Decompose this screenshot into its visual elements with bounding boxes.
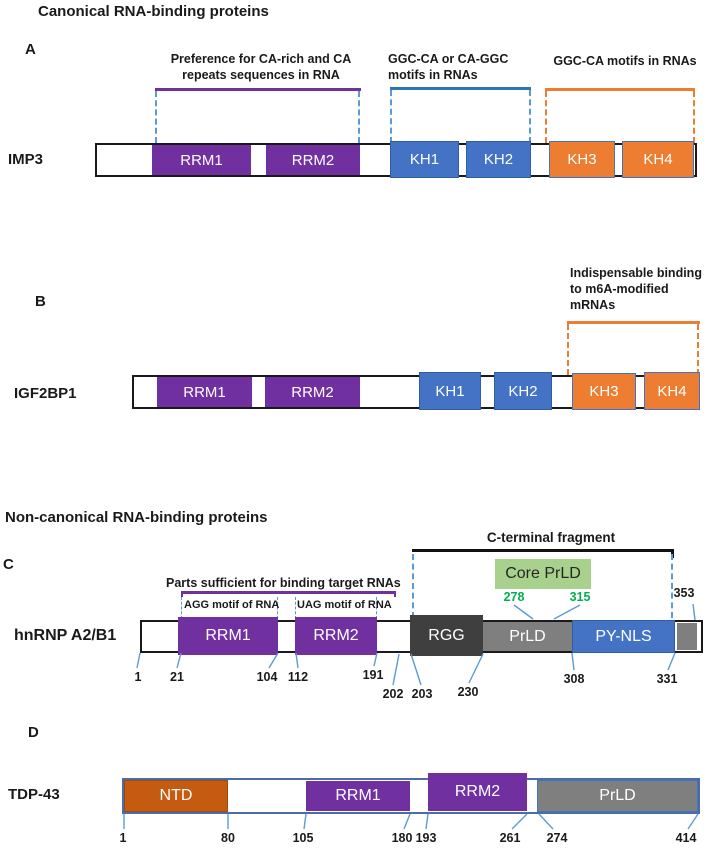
protein-label-tdp43: TDP-43	[8, 786, 60, 803]
annotation-agg-motif: AGG motif of RNA	[184, 599, 280, 611]
dashed-line	[181, 597, 182, 619]
core-prld-box: Core PrLD	[495, 559, 591, 589]
annotation-uag-motif: UAG motif of RNA	[297, 599, 392, 611]
domain-hnrnp-rrm2: RRM2	[295, 617, 377, 655]
bracket-orange-kh34	[545, 88, 695, 91]
bracket-black-tick	[671, 549, 674, 558]
bracket-blue-kh12	[390, 87, 531, 90]
annotation-ca-preference-line1: Preference for CA-rich and CA	[170, 52, 352, 66]
annotation-ggc-ca-or: GGC-CA or CA-GGC motifs in RNAs	[388, 51, 538, 83]
domain-igf2bp1-kh2: KH2	[494, 372, 552, 410]
annotation-parts-sufficient: Parts sufficient for binding target RNAs	[166, 576, 401, 590]
dashed-line	[295, 597, 296, 619]
dashed-line	[358, 91, 360, 143]
section-title-canonical: Canonical RNA-binding proteins	[38, 3, 269, 20]
annotation-ggc-ca-or-line2: motifs in RNAs	[388, 68, 478, 82]
dashed-line	[277, 597, 278, 619]
dashed-line	[567, 324, 569, 375]
residue-number: 21	[170, 670, 184, 684]
residue-number: 80	[221, 831, 235, 845]
domain-tdp43-ntd: NTD	[124, 780, 228, 812]
domain-imp3-rrm1: RRM1	[152, 145, 251, 175]
bracket-purple-rrm	[155, 88, 361, 91]
dashed-line	[529, 90, 531, 143]
residue-number: 191	[362, 668, 384, 682]
domain-igf2bp1-rrm1: RRM1	[157, 377, 252, 407]
residue-number: 193	[415, 831, 437, 845]
dashed-line	[412, 554, 414, 618]
domain-hnrnp-pynls: PY-NLS	[572, 620, 675, 653]
residue-number-353: 353	[673, 586, 695, 600]
residue-number: 112	[287, 670, 309, 684]
bracket-black-cterminal	[412, 549, 674, 552]
domain-tdp43-prld: PrLD	[537, 780, 698, 812]
panel-c-letter: C	[3, 556, 14, 573]
panel-a-letter: A	[25, 41, 36, 58]
domain-igf2bp1-kh4: KH4	[644, 372, 700, 410]
domain-imp3-kh2: KH2	[466, 141, 531, 178]
protein-label-hnrnp: hnRNP A2/B1	[14, 627, 117, 644]
dashed-line	[693, 91, 695, 143]
annotation-m6a-line2: to m6A-modified	[570, 282, 669, 296]
annotation-ggc-ca-or-line1: GGC-CA or CA-GGC	[388, 52, 509, 66]
annotation-m6a-line3: mRNAs	[570, 298, 616, 312]
dashed-line	[155, 91, 157, 143]
protein-label-imp3: IMP3	[8, 151, 44, 168]
domain-tdp43-rrm1: RRM1	[306, 781, 410, 811]
domain-tdp43-rrm2: RRM2	[428, 773, 527, 811]
residue-number-315: 315	[569, 590, 591, 604]
residue-number: 1	[119, 831, 127, 845]
dashed-line	[545, 91, 547, 143]
domain-imp3-kh1: KH1	[390, 141, 459, 178]
residue-number: 261	[499, 831, 521, 845]
residue-number: 202	[382, 687, 404, 701]
annotation-m6a: Indispensable binding to m6A-modified mR…	[570, 265, 709, 313]
residue-number: 230	[457, 685, 479, 699]
residue-number: 414	[675, 831, 697, 845]
residue-number: 203	[411, 687, 433, 701]
annotation-ca-preference: Preference for CA-rich and CA repeats se…	[163, 51, 359, 83]
section-title-noncanonical: Non-canonical RNA-binding proteins	[5, 509, 268, 526]
dashed-line	[671, 554, 673, 618]
domain-hnrnp-rgg: RGG	[410, 615, 483, 656]
protein-label-igf2bp1: IGF2BP1	[14, 385, 77, 402]
dashed-line	[390, 90, 392, 143]
domain-imp3-rrm2: RRM2	[266, 145, 360, 175]
residue-number: 331	[656, 672, 678, 686]
panel-d-letter: D	[28, 724, 39, 741]
domain-hnrnp-rrm1: RRM1	[178, 617, 278, 655]
panel-b-letter: B	[35, 293, 46, 310]
bracket-orange-m6a	[567, 321, 700, 324]
domain-igf2bp1-rrm2: RRM2	[265, 377, 360, 407]
annotation-ggc-motifs: GGC-CA motifs in RNAs	[553, 54, 697, 68]
residue-number: 1	[134, 670, 142, 684]
domain-hnrnp-prld: PrLD	[483, 622, 572, 651]
annotation-cterminal: C-terminal fragment	[486, 530, 616, 545]
residue-number: 105	[292, 831, 314, 845]
residue-number: 274	[546, 831, 568, 845]
annotation-m6a-line1: Indispensable binding	[570, 266, 702, 280]
annotation-ca-preference-line2: repeats sequences in RNA	[182, 68, 340, 82]
dashed-line	[376, 597, 377, 619]
domain-igf2bp1-kh3: KH3	[572, 373, 636, 410]
residue-number-278: 278	[503, 590, 525, 604]
residue-number: 308	[563, 672, 585, 686]
residue-number: 180	[391, 831, 413, 845]
bracket-purple-parts	[181, 591, 396, 597]
domain-hnrnp-cterm-tail	[677, 623, 697, 650]
residue-number: 104	[256, 670, 278, 684]
domain-igf2bp1-kh1: KH1	[419, 372, 481, 410]
domain-imp3-kh4: KH4	[622, 141, 694, 178]
domain-imp3-kh3: KH3	[549, 141, 615, 178]
dashed-line	[697, 324, 699, 375]
